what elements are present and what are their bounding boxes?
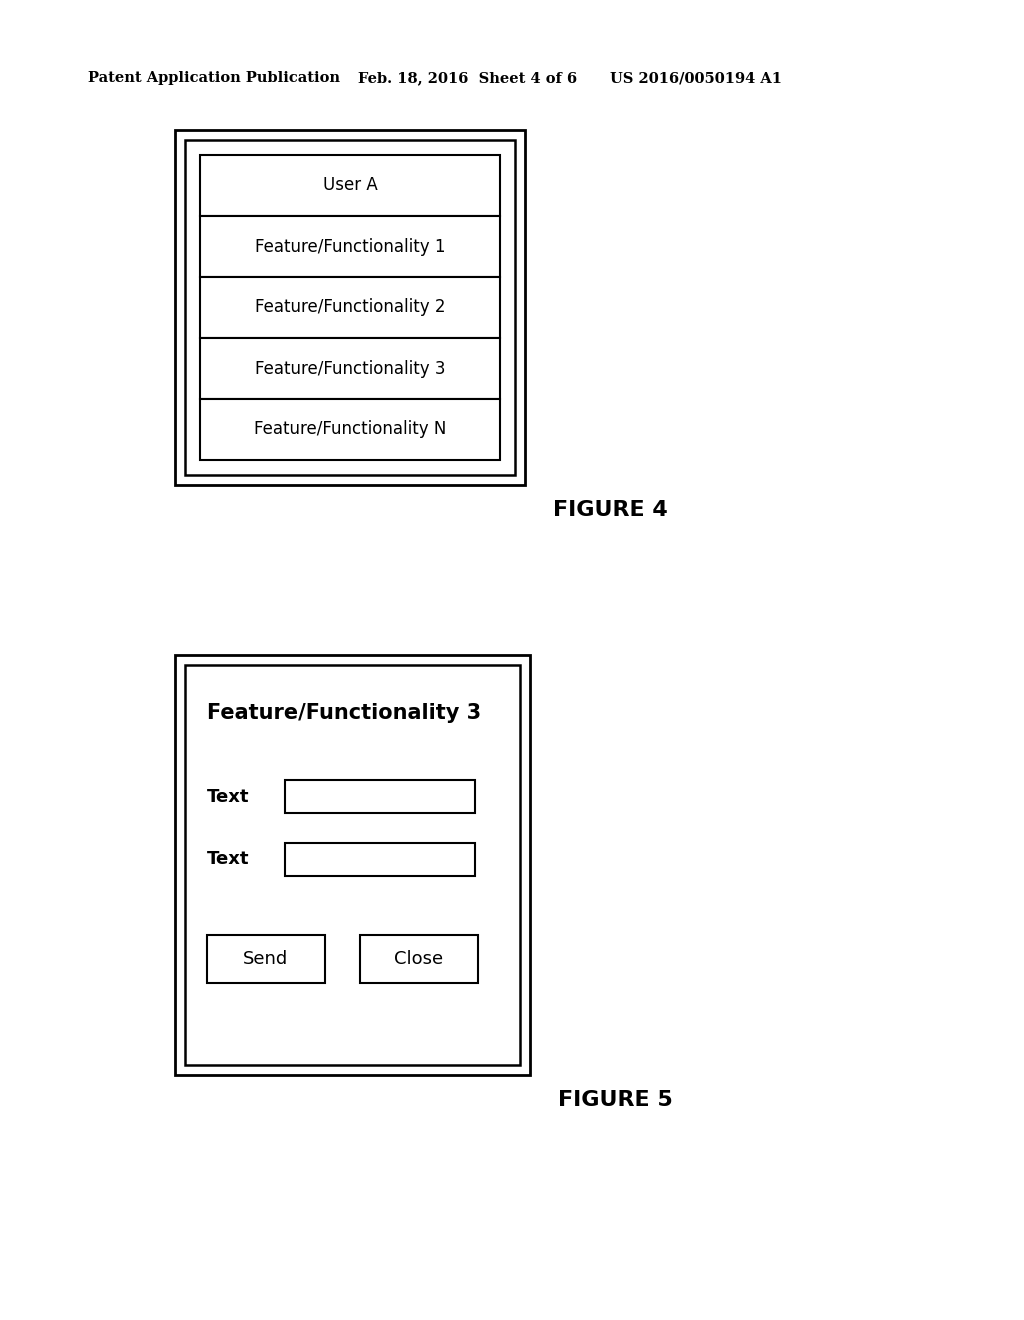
Bar (185, 665, 520, 1065)
Text: FIGURE 5: FIGURE 5 (558, 1090, 673, 1110)
Text: User A: User A (323, 177, 378, 194)
Text: Text: Text (207, 850, 250, 869)
Text: Send: Send (244, 950, 289, 968)
Bar (200, 154, 500, 216)
Text: Feature/Functionality N: Feature/Functionality N (254, 421, 446, 438)
Text: Feature/Functionality 1: Feature/Functionality 1 (255, 238, 445, 256)
Bar (175, 129, 525, 484)
Text: Patent Application Publication: Patent Application Publication (88, 71, 340, 84)
Text: Feature/Functionality 3: Feature/Functionality 3 (255, 359, 445, 378)
Text: Close: Close (394, 950, 443, 968)
Text: Feature/Functionality 2: Feature/Functionality 2 (255, 298, 445, 317)
Bar (200, 277, 500, 338)
Text: Feature/Functionality 3: Feature/Functionality 3 (207, 704, 481, 723)
Bar (207, 935, 325, 983)
Bar (175, 655, 530, 1074)
Bar (360, 935, 478, 983)
Bar (200, 338, 500, 399)
Bar (200, 399, 500, 459)
Bar (285, 780, 475, 813)
Text: FIGURE 4: FIGURE 4 (553, 500, 668, 520)
Bar (185, 140, 515, 475)
Bar (200, 216, 500, 277)
Text: Feb. 18, 2016  Sheet 4 of 6: Feb. 18, 2016 Sheet 4 of 6 (358, 71, 578, 84)
Text: Text: Text (207, 788, 250, 805)
Bar (285, 843, 475, 876)
Text: US 2016/0050194 A1: US 2016/0050194 A1 (610, 71, 782, 84)
